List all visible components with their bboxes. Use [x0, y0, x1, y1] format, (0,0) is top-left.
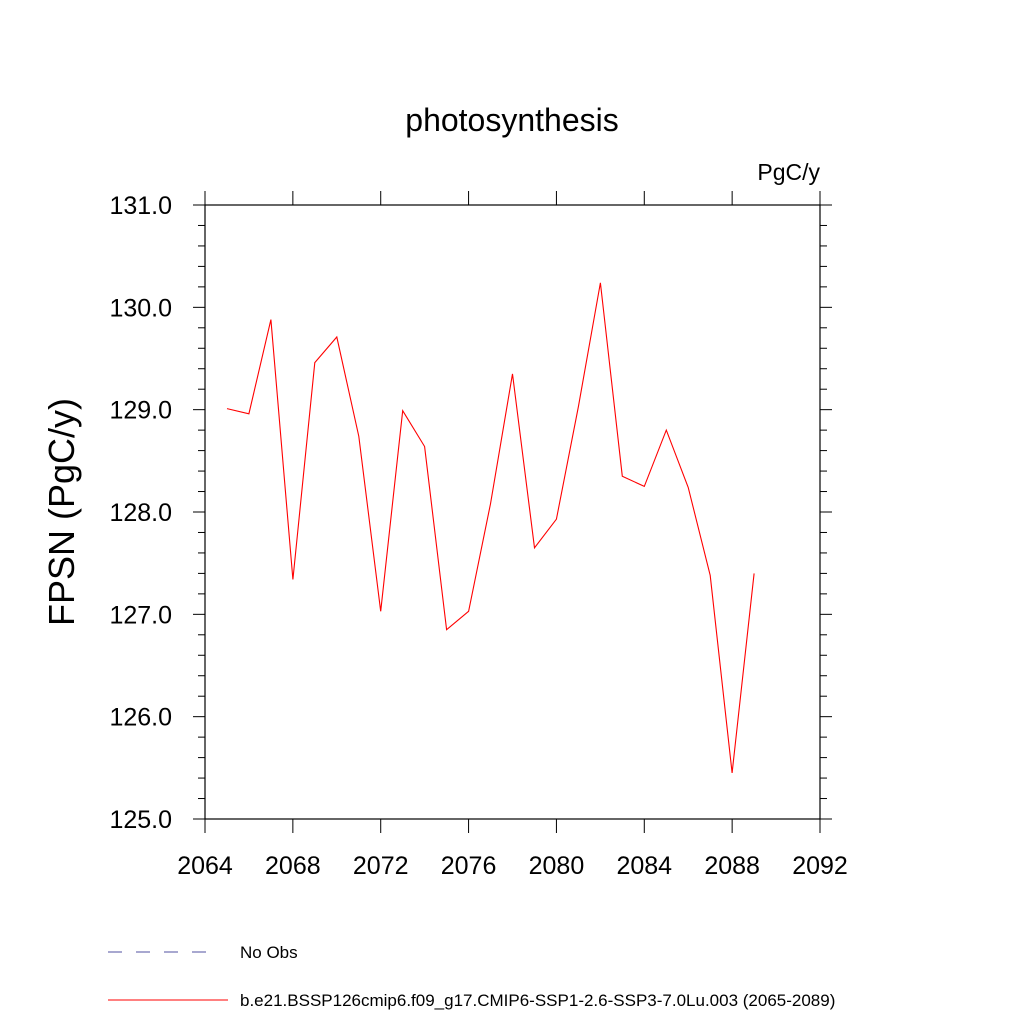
y-tick-label: 128.0: [109, 499, 172, 527]
y-tick-label: 127.0: [109, 601, 172, 629]
x-tick-label: 2076: [441, 852, 497, 880]
plot-frame: [204, 204, 821, 820]
chart-title: photosynthesis: [405, 102, 618, 138]
y-tick-label: 129.0: [109, 397, 172, 425]
y-tick-label: 131.0: [109, 192, 172, 220]
x-tick-label: 2088: [704, 852, 760, 880]
y-tick-label: 130.0: [109, 294, 172, 322]
x-tick-label: 2080: [529, 852, 585, 880]
units-label: PgC/y: [757, 159, 820, 185]
y-tick-label: 126.0: [109, 704, 172, 732]
x-tick-label: 2068: [265, 852, 321, 880]
y-tick-labels: 125.0 126.0 127.0 128.0 129.0 130.0 131.0: [109, 192, 172, 834]
x-tick-labels: 2064 2068 2072 2076 2080 2084 2088 2092: [177, 852, 848, 880]
series-line-model: [226, 282, 755, 773]
axis-ticks: [193, 191, 832, 833]
x-tick-label: 2092: [792, 852, 848, 880]
legend-label-no-obs: No Obs: [240, 943, 298, 962]
legend-label-model: b.e21.BSSP126cmip6.f09_g17.CMIP6-SSP1-2.…: [240, 991, 835, 1010]
x-tick-label: 2064: [177, 852, 233, 880]
y-tick-label: 125.0: [109, 806, 172, 834]
series-lines: [226, 282, 755, 773]
legend: No Obs b.e21.BSSP126cmip6.f09_g17.CMIP6-…: [108, 943, 835, 1010]
y-axis-label: FPSN (PgC/y): [41, 398, 82, 626]
x-tick-label: 2084: [616, 852, 672, 880]
x-tick-label: 2072: [353, 852, 409, 880]
